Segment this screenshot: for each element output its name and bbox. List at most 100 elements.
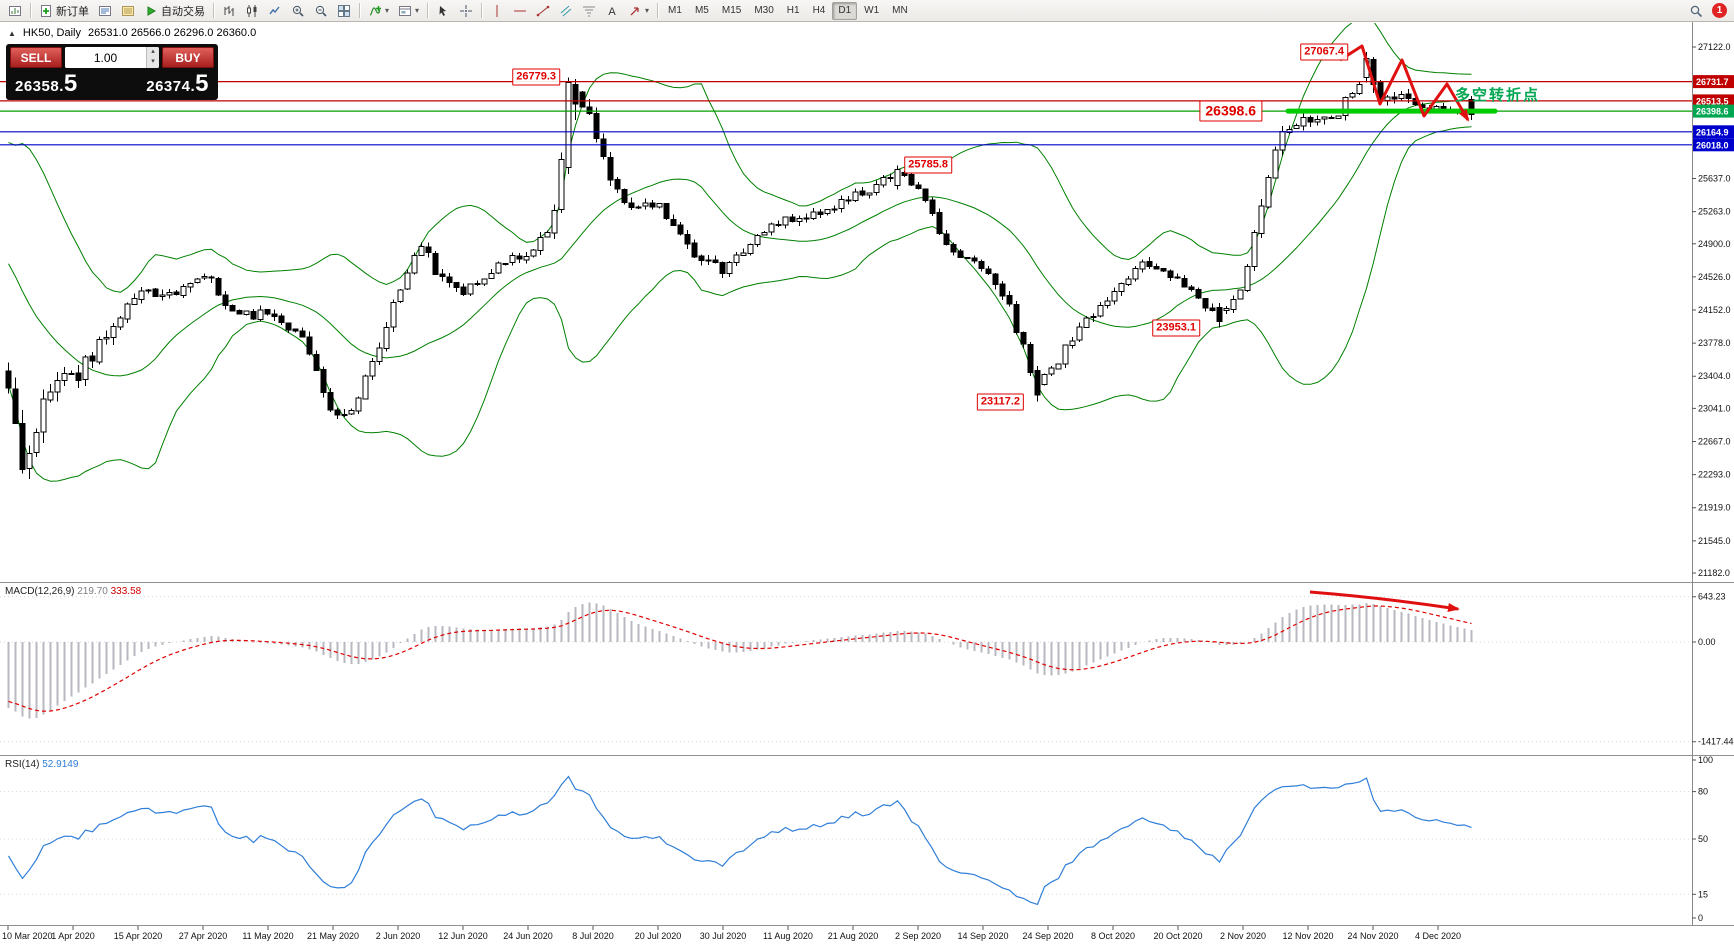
timeframe-m15-button[interactable]: M15	[721, 5, 742, 16]
time-axis-label: 4 Dec 2020	[1415, 931, 1461, 941]
chart-window-button[interactable]	[4, 2, 26, 20]
timeframe-w1-button[interactable]: W1	[864, 5, 880, 16]
volume-control: ▴ ▾	[65, 47, 159, 68]
macd-indicator-label: MACD(12,26,9) 219.70 333.58	[5, 586, 141, 597]
sell-button[interactable]: SELL	[10, 47, 62, 68]
price-callout-26398.6[interactable]: 26398.6	[1199, 100, 1262, 122]
svg-text:26731.7: 26731.7	[1696, 77, 1729, 87]
market-watch-button[interactable]	[94, 2, 116, 20]
data-window-icon	[122, 5, 134, 16]
price-callout-25785.8[interactable]: 25785.8	[904, 156, 952, 174]
one-click-collapse-arrow[interactable]: ▲	[8, 28, 16, 38]
candle-body	[208, 276, 215, 279]
candle-body	[957, 250, 964, 258]
hand-drawn-zigzag-arrow[interactable]	[1339, 44, 1470, 122]
candle-body	[1279, 130, 1286, 151]
candle-body	[831, 208, 838, 211]
price-callout-26779.3[interactable]: 26779.3	[512, 68, 560, 86]
candle-body	[103, 336, 110, 340]
time-axis-label: 20 Oct 2020	[1153, 931, 1202, 941]
candle-body	[950, 243, 957, 253]
price-axis[interactable]: 27122.0 25637.0 25263.0 24900.0 24526.0 24152…	[1692, 22, 1734, 925]
candle-body	[894, 168, 901, 186]
candle-body	[1237, 289, 1244, 300]
equidistant-channel-button[interactable]	[555, 2, 577, 20]
volume-increase-button[interactable]: ▴	[151, 48, 155, 55]
macd-histogram	[7, 602, 1473, 719]
zoom-in-button[interactable]	[287, 2, 309, 20]
timeframe-m30-button[interactable]: M30	[754, 5, 774, 16]
candle-body	[166, 291, 173, 296]
arrows-button[interactable]: ▾	[624, 2, 653, 20]
cursor-button[interactable]	[432, 2, 454, 20]
templates-button[interactable]: ▾	[394, 2, 423, 20]
timeframe-d1-button[interactable]: D1	[832, 1, 858, 20]
candle-body	[1405, 93, 1412, 99]
price-callout-23117.2[interactable]: 23117.2	[976, 393, 1024, 411]
notification-badge[interactable]: 1	[1712, 3, 1727, 18]
candle-body	[355, 397, 362, 412]
indicators-button[interactable]: ▾	[364, 2, 393, 20]
candle-body	[222, 294, 229, 307]
symbol-label: HK50, Daily	[22, 27, 81, 39]
trendline-button[interactable]	[532, 2, 554, 20]
chart-annotation-text[interactable]: 多空转折点	[1455, 87, 1541, 104]
timeframe-m5-button[interactable]: M5	[694, 5, 709, 16]
timeframe-h4-button[interactable]: H4	[812, 5, 826, 16]
candle-body	[418, 246, 425, 256]
candle-body	[1139, 261, 1146, 270]
candlestick-chart-button[interactable]	[241, 2, 263, 20]
rsi-name: RSI(14)	[5, 759, 40, 770]
timeframe-mn-button[interactable]: MN	[892, 5, 908, 16]
candle-body	[446, 276, 453, 283]
candle-body	[89, 355, 96, 362]
candle-body	[348, 409, 355, 415]
candle-body	[985, 268, 992, 274]
zoom-out-button[interactable]	[310, 2, 332, 20]
time-axis-label: 2 Sep 2020	[895, 931, 941, 941]
svg-text:-1417.44: -1417.44	[1698, 737, 1734, 747]
autotrading-button[interactable]: 自动交易	[140, 2, 209, 20]
candle-body	[278, 315, 285, 324]
candle-body	[5, 370, 12, 389]
fibonacci-button[interactable]	[578, 2, 600, 20]
crosshair-button[interactable]	[455, 2, 477, 20]
chart-ohlc-header: ▲ HK50, Daily 26531.0 26566.0 26296.0 26…	[8, 27, 256, 39]
candle-body	[726, 262, 733, 275]
svg-text:22667.0: 22667.0	[1698, 437, 1731, 447]
vertical-line-button[interactable]	[486, 2, 508, 20]
bar-chart-button[interactable]	[218, 2, 240, 20]
volume-input[interactable]	[65, 47, 146, 68]
candle-body	[1391, 96, 1398, 100]
candle-body	[915, 184, 922, 190]
data-window-button[interactable]	[117, 2, 139, 20]
text-button[interactable]: A	[601, 2, 623, 20]
candle-body	[1398, 94, 1405, 100]
svg-text:23404.0: 23404.0	[1698, 371, 1731, 381]
candle-body	[908, 174, 915, 186]
candle-body	[523, 256, 530, 261]
timeframe-h1-button[interactable]: H1	[786, 5, 800, 16]
candle-body	[649, 202, 656, 208]
candle-body	[390, 302, 397, 328]
time-axis-label: 24 Nov 2020	[1347, 931, 1398, 941]
tile-windows-button[interactable]	[333, 2, 355, 20]
macd-trend-arrow[interactable]	[1309, 590, 1460, 612]
price-callout-23953.1[interactable]: 23953.1	[1152, 319, 1200, 337]
line-chart-icon	[269, 6, 280, 14]
time-axis-label: 8 Oct 2020	[1091, 931, 1135, 941]
horizontal-line-button[interactable]	[509, 2, 531, 20]
candle-body	[1328, 117, 1335, 120]
price-callout-27067.4[interactable]: 27067.4	[1300, 43, 1348, 61]
candle-body	[1146, 260, 1153, 268]
timeframe-m1-button[interactable]: M1	[668, 5, 682, 16]
new-order-button[interactable]: 新订单	[35, 2, 93, 20]
buy-button[interactable]: BUY	[162, 47, 214, 68]
line-chart-button[interactable]	[264, 2, 286, 20]
volume-decrease-button[interactable]: ▾	[151, 58, 155, 65]
search-button[interactable]	[1685, 2, 1707, 20]
time-axis-label: 1 Apr 2020	[51, 931, 95, 941]
